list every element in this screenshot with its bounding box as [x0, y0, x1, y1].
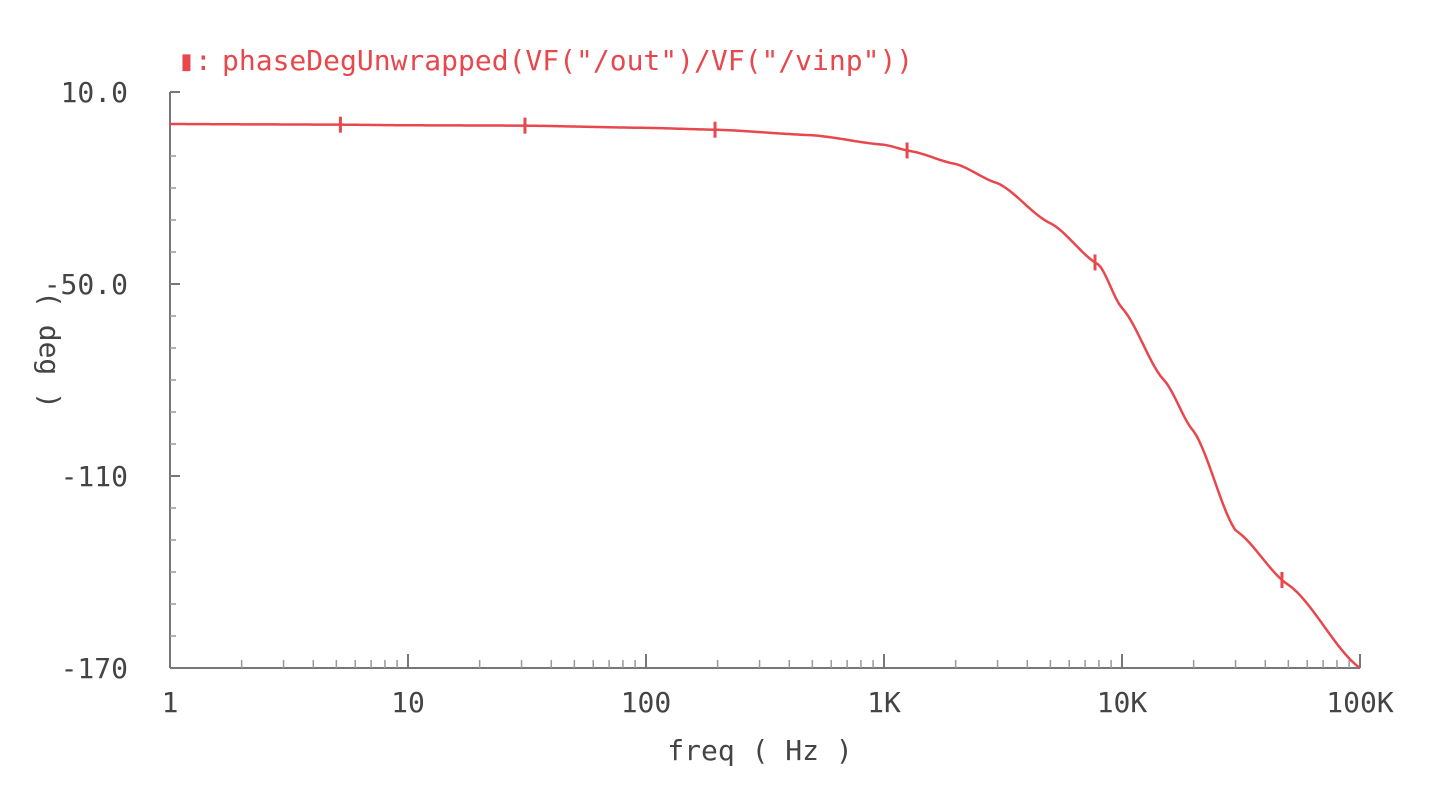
legend-label: phaseDegUnwrapped(VF("/out")/VF("/vinp")… — [222, 44, 913, 77]
y-tick-label: 10.0 — [61, 76, 128, 109]
x-axis-tick-labels: 1 10 100 1K 10K 100K — [162, 686, 1394, 719]
series-markers — [338, 116, 1284, 588]
x-tick-label: 10 — [391, 686, 425, 719]
x-tick-label: 10K — [1097, 686, 1148, 719]
legend: ▮: phaseDegUnwrapped(VF("/out")/VF("/vin… — [178, 44, 913, 77]
x-axis-ticks — [169, 654, 1361, 668]
x-axis-label: freq ( Hz ) — [667, 734, 852, 767]
y-axis-tick-labels: 10.0 -50.0 -110 -170 — [44, 76, 128, 685]
y-axis-ticks — [170, 91, 180, 669]
legend-marker: ▮: — [178, 44, 212, 77]
x-tick-label: 1 — [162, 686, 179, 719]
y-tick-label: -110 — [61, 460, 128, 493]
x-tick-label: 100K — [1326, 686, 1394, 719]
x-tick-label: 1K — [867, 686, 901, 719]
phase-curve — [169, 122, 1361, 669]
y-axis-label: ( deg ) — [33, 291, 66, 409]
y-tick-label: -50.0 — [44, 268, 128, 301]
y-tick-label: -170 — [61, 652, 128, 685]
x-tick-label: 100 — [621, 686, 672, 719]
